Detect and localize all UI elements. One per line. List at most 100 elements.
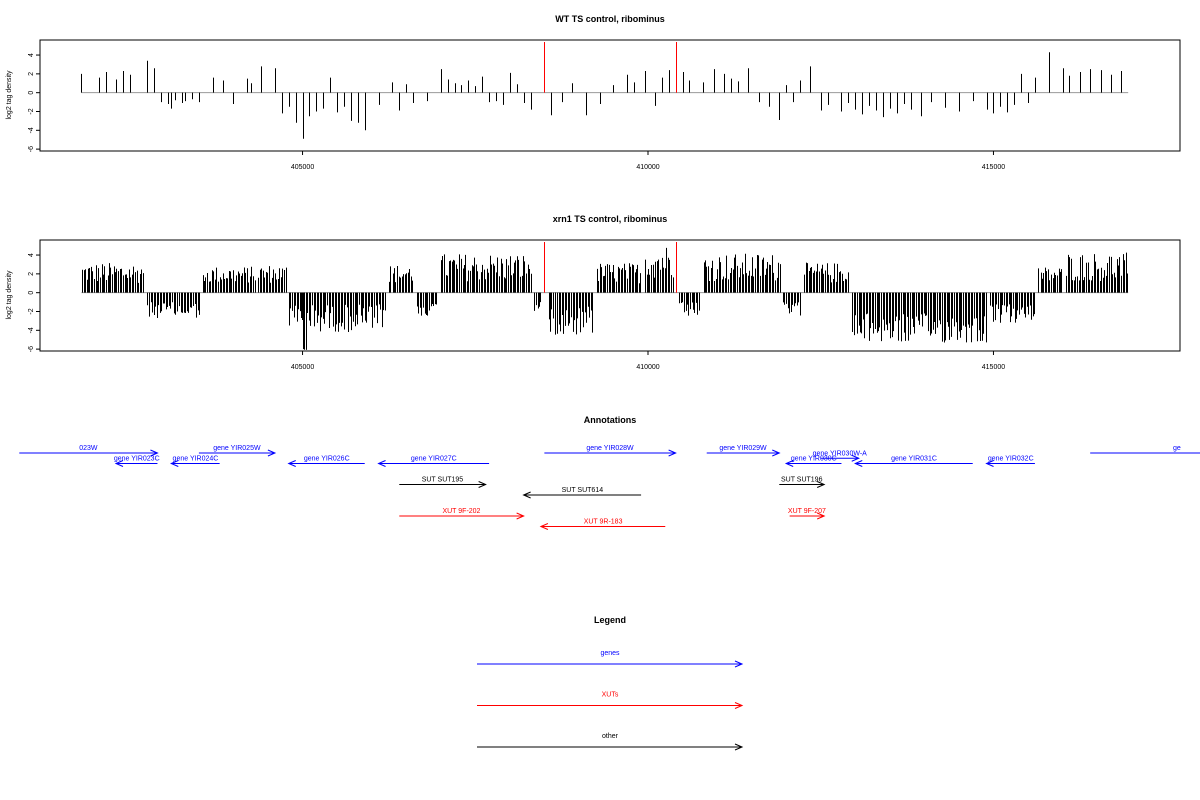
- arrowhead: [267, 449, 277, 457]
- annotation-label: SUT SUT195: [422, 477, 464, 484]
- arrowhead: [668, 449, 677, 457]
- y-tick-label: -6: [28, 346, 35, 352]
- y-tick-label: 0: [28, 291, 35, 295]
- wt-track-marks: [81, 42, 1129, 139]
- wt-track-axes: -6 -4 -2 0 2 4 405000 410000 415000: [28, 53, 1005, 171]
- annotation-label: gene YIR031C: [891, 456, 937, 463]
- annotation-gene: gene YIR031C: [854, 456, 973, 467]
- y-tick-label: -2: [28, 308, 35, 314]
- annotation-features: 023W gene YIR023C gene YIR024C gene YIR025W…: [19, 445, 1200, 530]
- annotation-label: gene YIR023C: [114, 456, 160, 463]
- annotation-label: gene YIR024C: [173, 456, 219, 463]
- annotation-gene: gene YIR024C: [170, 456, 220, 467]
- y-tick-label: -4: [28, 127, 35, 133]
- y-tick-label: 2: [28, 272, 35, 276]
- annotation-xut: XUT 9F-202: [399, 508, 525, 520]
- xrn1-track-axes: -6 -4 -2 0 2 4 405000 410000 415000: [28, 253, 1005, 371]
- annotation-sut: SUT SUT614: [522, 487, 642, 499]
- wt-track-panel: WT TS control, ribominus log2 tag densit…: [6, 14, 1181, 171]
- annotation-sut: SUT SUT195: [399, 477, 487, 488]
- x-tick-label: 410000: [636, 364, 659, 371]
- legend-entry: genes: [477, 650, 744, 668]
- y-tick-label: 4: [28, 253, 35, 257]
- xrn1-track-title: xrn1 TS control, ribominus: [553, 214, 668, 224]
- legend-label: other: [602, 733, 619, 740]
- annotations-title: Annotations: [584, 415, 637, 425]
- legend-entries: genes XUTs other: [477, 650, 744, 751]
- arrowhead: [539, 523, 549, 530]
- annotation-label: 023W: [79, 445, 98, 452]
- legend-label: genes: [600, 650, 620, 657]
- legend-entry: other: [477, 733, 744, 751]
- xrn1-track-panel: xrn1 TS control, ribominus log2 tag dens…: [6, 214, 1181, 371]
- arrowhead: [985, 460, 994, 467]
- legend-label: XUTs: [602, 692, 619, 699]
- arrowhead: [516, 512, 525, 520]
- x-tick-label: 415000: [982, 364, 1005, 371]
- annotation-label: gene YIR026C: [304, 456, 350, 463]
- arrowhead: [734, 660, 744, 668]
- arrowhead: [478, 481, 487, 488]
- arrowhead: [734, 702, 744, 709]
- annotation-gene: gene YIR032C: [985, 456, 1035, 467]
- annotations-panel: Annotations 023W gene YIR023C gene YIR024C…: [19, 415, 1200, 530]
- x-tick-label: 415000: [982, 164, 1005, 171]
- annotation-gene: 023W: [19, 445, 159, 457]
- legend-title: Legend: [594, 615, 626, 625]
- x-tick-label: 410000: [636, 164, 659, 171]
- arrowhead: [377, 460, 386, 467]
- annotation-label: gene YIR027C: [411, 456, 457, 463]
- annotation-label: gene YIR025W: [213, 445, 261, 452]
- annotation-label: gene YIR029W: [719, 445, 767, 452]
- annotation-gene: gene YIR027C: [377, 456, 490, 467]
- annotation-gene: gene YIR029W: [706, 445, 781, 457]
- annotation-gene: gene YIR030W-A: [813, 450, 868, 462]
- arrowhead: [114, 460, 124, 467]
- x-tick-label: 405000: [291, 164, 314, 171]
- y-tick-label: -6: [28, 146, 35, 152]
- arrowhead: [784, 460, 794, 467]
- annotation-label: gene YIR028W: [586, 445, 634, 452]
- annotation-label: gene YIR030W-A: [813, 450, 868, 457]
- annotation-label: XUT 9F-202: [442, 508, 480, 515]
- legend-panel: Legend genes XUTs other: [477, 615, 744, 751]
- annotation-gene: gene YIR023C: [114, 456, 160, 467]
- y-tick-label: -4: [28, 327, 35, 333]
- arrowhead: [170, 460, 179, 467]
- annotation-gene: gene YIR030C: [784, 456, 842, 467]
- annotation-xut: XUT 9F-207: [788, 508, 826, 520]
- arrowhead: [854, 460, 863, 467]
- x-tick-label: 405000: [291, 364, 314, 371]
- annotation-gene: gene YIR025W: [198, 445, 277, 457]
- annotation-label: gene YIR032C: [988, 456, 1034, 463]
- legend-entry: XUTs: [477, 692, 744, 709]
- annotation-label: SUT SUT196: [781, 477, 823, 484]
- annotation-gene: ge: [1090, 445, 1200, 454]
- arrowhead: [522, 491, 531, 499]
- y-tick-label: 4: [28, 53, 35, 57]
- wt-y-axis-label: log2 tag density: [6, 70, 13, 120]
- arrowhead: [734, 743, 744, 751]
- arrowhead: [851, 454, 860, 462]
- xrn1-y-axis-label: log2 tag density: [6, 270, 13, 320]
- annotation-label: XUT 9F-207: [788, 508, 826, 515]
- arrowhead: [772, 449, 781, 457]
- annotation-xut: XUT 9R-183: [539, 519, 666, 530]
- arrowhead: [287, 460, 296, 467]
- annotation-label: XUT 9R-183: [584, 519, 623, 526]
- arrowhead: [816, 512, 826, 520]
- y-tick-label: 0: [28, 91, 35, 95]
- annotation-gene: gene YIR028W: [544, 445, 677, 457]
- xrn1-track-marks: [81, 242, 1129, 350]
- arrowhead: [816, 481, 826, 488]
- annotation-label: SUT SUT614: [562, 487, 604, 494]
- wt-plot-frame: [39, 39, 1181, 152]
- wt-track-title: WT TS control, ribominus: [555, 14, 665, 24]
- y-tick-label: 2: [28, 72, 35, 76]
- annotation-gene: gene YIR026C: [287, 456, 365, 467]
- annotation-label: gene YIR030C: [791, 456, 837, 463]
- arrowhead: [150, 449, 159, 457]
- annotation-sut: SUT SUT196: [779, 477, 826, 488]
- annotation-label: ge: [1173, 445, 1181, 452]
